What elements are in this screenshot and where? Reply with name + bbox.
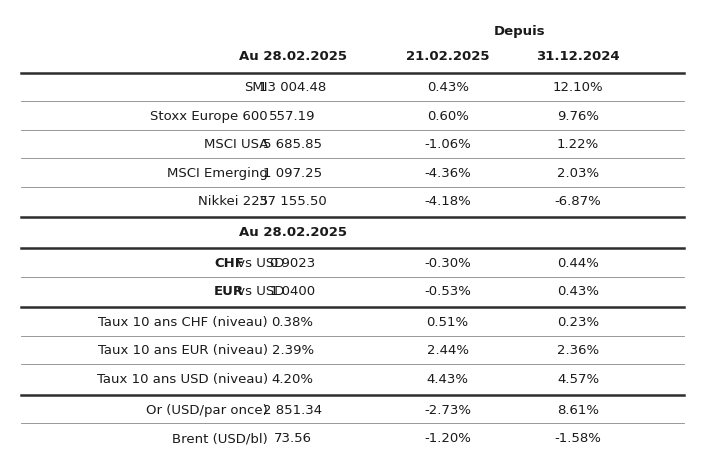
Text: Nikkei 225: Nikkei 225 — [197, 195, 268, 208]
Text: Brent (USD/bl): Brent (USD/bl) — [172, 431, 268, 444]
Text: 4.57%: 4.57% — [557, 372, 599, 385]
Text: 2.36%: 2.36% — [557, 344, 599, 357]
Text: 1.0400: 1.0400 — [269, 285, 316, 298]
Text: vs USD: vs USD — [233, 256, 285, 269]
Text: 2.39%: 2.39% — [271, 344, 314, 357]
Text: Taux 10 ans EUR (niveau): Taux 10 ans EUR (niveau) — [98, 344, 268, 357]
Text: 31.12.2024: 31.12.2024 — [537, 50, 620, 63]
Text: 4.43%: 4.43% — [427, 372, 469, 385]
Text: MSCI USA: MSCI USA — [204, 138, 268, 151]
Text: 8.61%: 8.61% — [557, 403, 599, 416]
Text: Au 28.02.2025: Au 28.02.2025 — [238, 50, 347, 63]
Text: -4.36%: -4.36% — [424, 166, 471, 179]
Text: 21.02.2025: 21.02.2025 — [406, 50, 489, 63]
Text: Taux 10 ans USD (niveau): Taux 10 ans USD (niveau) — [97, 372, 268, 385]
Text: 4.20%: 4.20% — [271, 372, 314, 385]
Text: Or (USD/par once): Or (USD/par once) — [146, 403, 268, 416]
Text: 557.19: 557.19 — [269, 110, 316, 123]
Text: 0.43%: 0.43% — [427, 81, 469, 94]
Text: MSCI Emerging: MSCI Emerging — [167, 166, 268, 179]
Text: 0.23%: 0.23% — [557, 315, 599, 328]
Text: -6.87%: -6.87% — [555, 195, 601, 208]
Text: 0.60%: 0.60% — [427, 110, 469, 123]
Text: 2.03%: 2.03% — [557, 166, 599, 179]
Text: 0.44%: 0.44% — [557, 256, 599, 269]
Text: -1.58%: -1.58% — [555, 431, 601, 444]
Text: CHF: CHF — [214, 256, 244, 269]
Text: -0.53%: -0.53% — [424, 285, 471, 298]
Text: 0.38%: 0.38% — [271, 315, 314, 328]
Text: SMI: SMI — [245, 81, 268, 94]
Text: 37 155.50: 37 155.50 — [259, 195, 326, 208]
Text: 0.51%: 0.51% — [427, 315, 469, 328]
Text: Stoxx Europe 600: Stoxx Europe 600 — [150, 110, 268, 123]
Text: -2.73%: -2.73% — [424, 403, 471, 416]
Text: -4.18%: -4.18% — [424, 195, 471, 208]
Text: 5 685.85: 5 685.85 — [263, 138, 322, 151]
Text: 2.44%: 2.44% — [427, 344, 469, 357]
Text: Depuis: Depuis — [494, 25, 546, 38]
Text: 0.43%: 0.43% — [557, 285, 599, 298]
Text: -0.30%: -0.30% — [424, 256, 471, 269]
Text: vs USD: vs USD — [233, 285, 285, 298]
Text: 1 097.25: 1 097.25 — [263, 166, 322, 179]
Text: 0.9023: 0.9023 — [269, 256, 316, 269]
Text: 9.76%: 9.76% — [557, 110, 599, 123]
Text: Taux 10 ans CHF (niveau): Taux 10 ans CHF (niveau) — [98, 315, 268, 328]
Text: 2 851.34: 2 851.34 — [263, 403, 322, 416]
Text: 13 004.48: 13 004.48 — [259, 81, 326, 94]
Text: EUR: EUR — [214, 285, 244, 298]
Text: -1.06%: -1.06% — [424, 138, 471, 151]
Text: -1.20%: -1.20% — [424, 431, 471, 444]
Text: 1.22%: 1.22% — [557, 138, 599, 151]
Text: 73.56: 73.56 — [274, 431, 312, 444]
Text: 12.10%: 12.10% — [553, 81, 603, 94]
Text: Au 28.02.2025: Au 28.02.2025 — [238, 226, 347, 239]
